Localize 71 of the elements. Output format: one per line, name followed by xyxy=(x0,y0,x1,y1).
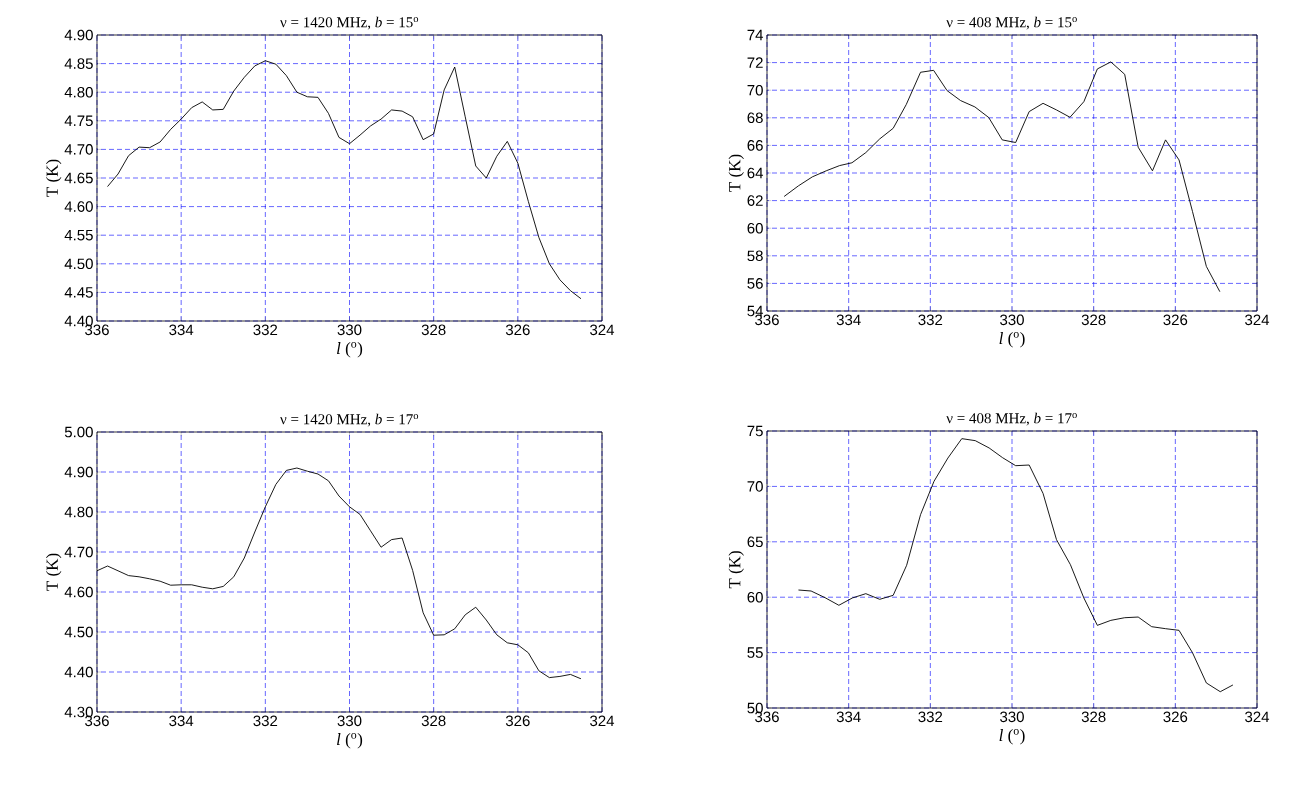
chart-title: ν = 1420 MHz, b = 15$^{o}$ xyxy=(280,16,419,30)
x-axis-title: l ($^{o}$) xyxy=(999,332,1025,348)
line-series xyxy=(783,61,1221,293)
y-tick-label: 60 xyxy=(747,591,763,603)
y-tick-label: 5.00 xyxy=(64,426,93,438)
x-tick-label: 332 xyxy=(253,715,278,727)
y-tick-label: 4.50 xyxy=(64,626,93,638)
chart-title: ν = 408 MHz, b = 17$^{o}$ xyxy=(946,412,1077,426)
line-series xyxy=(107,60,582,300)
y-tick-label: 4.80 xyxy=(64,506,93,518)
x-tick-label: 332 xyxy=(253,324,278,336)
y-tick-label: 4.45 xyxy=(64,287,93,298)
y-tick-label: 4.50 xyxy=(64,258,93,270)
y-tick-label: 70 xyxy=(747,84,763,96)
y-tick-label: 70 xyxy=(747,481,763,492)
x-tick-label: 334 xyxy=(169,715,194,727)
x-tick-label: 334 xyxy=(169,324,194,336)
y-tick-label: 4.65 xyxy=(64,172,93,184)
chart-title: ν = 1420 MHz, b = 17$^{o}$ xyxy=(280,413,419,427)
y-tick-label: 4.90 xyxy=(64,466,93,478)
y-tick-label: 56 xyxy=(747,278,763,289)
y-tick-label: 4.90 xyxy=(64,29,93,41)
x-tick-label: 326 xyxy=(505,324,530,336)
x-tick-label: 330 xyxy=(1000,314,1024,326)
y-tick-label: 4.75 xyxy=(64,115,93,127)
x-tick-label: 332 xyxy=(918,711,943,723)
y-tick-label: 62 xyxy=(747,195,763,206)
x-axis-title: l ($^{o}$) xyxy=(337,342,363,358)
y-tick-label: 72 xyxy=(747,57,763,68)
x-tick-label: 334 xyxy=(836,711,861,723)
x-tick-label: 328 xyxy=(1081,314,1106,326)
y-tick-label: 55 xyxy=(747,647,763,658)
x-tick-label: 326 xyxy=(1163,314,1188,326)
x-tick-label: 328 xyxy=(421,324,446,336)
x-tick-label: 330 xyxy=(1000,711,1024,723)
y-tick-label: 74 xyxy=(747,29,764,41)
x-tick-label: 324 xyxy=(590,324,615,336)
x-tick-label: 334 xyxy=(836,314,861,326)
x-tick-label: 330 xyxy=(337,715,362,727)
y-tick-label: 75 xyxy=(747,425,763,437)
y-axis-title: T (K) xyxy=(728,154,744,192)
y-tick-label: 64 xyxy=(747,167,764,179)
y-tick-label: 4.85 xyxy=(64,58,93,69)
y-tick-label: 4.40 xyxy=(64,666,93,678)
y-tick-label: 65 xyxy=(747,536,763,548)
y-axis-title: T (K) xyxy=(45,553,62,591)
y-tick-label: 4.70 xyxy=(64,546,93,558)
x-tick-label: 330 xyxy=(337,324,362,336)
y-tick-label: 4.60 xyxy=(64,586,93,598)
y-tick-label: 60 xyxy=(747,222,763,234)
x-tick-label: 328 xyxy=(1081,711,1106,723)
y-axis-title: T (K) xyxy=(728,551,744,589)
x-tick-label: 326 xyxy=(1163,711,1188,723)
x-tick-label: 324 xyxy=(590,715,615,727)
y-tick-label: 58 xyxy=(747,250,763,262)
x-axis-title: l ($^{o}$) xyxy=(999,729,1025,745)
y-tick-label: 4.55 xyxy=(64,229,93,241)
x-axis-title: l ($^{o}$) xyxy=(337,733,363,749)
y-tick-label: 68 xyxy=(747,112,763,124)
y-tick-label: 4.60 xyxy=(64,201,93,212)
x-tick-label: 326 xyxy=(505,715,530,727)
y-tick-label: 4.80 xyxy=(64,86,93,98)
x-tick-label: 324 xyxy=(1245,314,1270,326)
x-tick-label: 324 xyxy=(1245,711,1270,723)
x-tick-label: 328 xyxy=(421,715,446,727)
x-tick-label: 332 xyxy=(918,314,943,326)
chart-title: ν = 408 MHz, b = 15$^{o}$ xyxy=(946,16,1077,30)
y-tick-label: 4.70 xyxy=(64,144,93,155)
line-series xyxy=(798,438,1234,693)
y-axis-title: T (K) xyxy=(45,159,62,197)
y-tick-label: 66 xyxy=(747,140,763,151)
